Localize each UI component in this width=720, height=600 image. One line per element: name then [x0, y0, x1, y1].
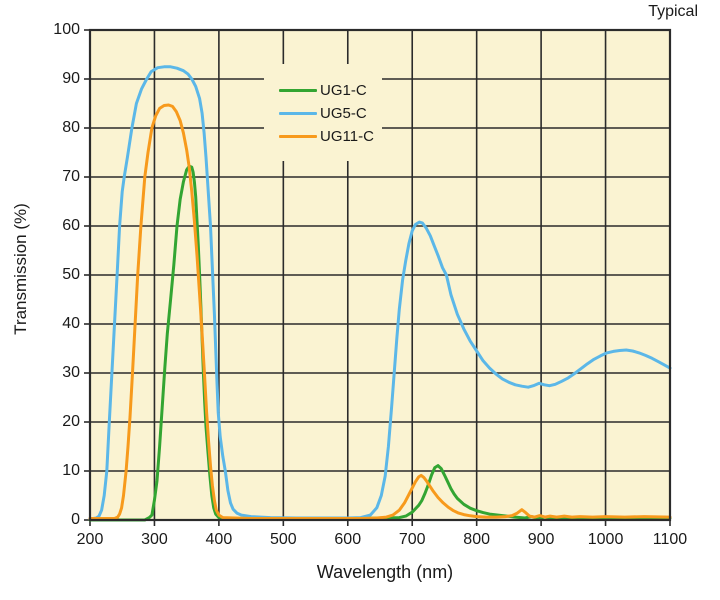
y-tick-label: 100 [53, 21, 80, 38]
legend-item: UG11-C [279, 125, 374, 148]
legend-line-swatch [279, 88, 317, 93]
series-curve-ug11-c [88, 103, 672, 520]
y-tick-label: 60 [62, 217, 80, 234]
x-tick-label: 700 [398, 531, 426, 548]
chart-legend: UG1-C UG5-C UG11-C [264, 64, 382, 161]
y-tick-label: 10 [62, 462, 80, 479]
x-tick-label: 300 [141, 531, 168, 548]
legend-label: UG1-C [320, 82, 367, 99]
y-tick-label: 30 [62, 364, 80, 381]
x-tick-label: 1100 [652, 531, 688, 548]
x-tick-label: 400 [205, 531, 233, 548]
chart-corner-label: Typical [648, 3, 698, 20]
legend-item: UG5-C [279, 102, 372, 125]
x-tick-label: 1000 [587, 531, 624, 548]
legend-label: UG11-C [320, 128, 374, 145]
x-axis-title: Wavelength (nm) [316, 562, 454, 582]
y-tick-label: 20 [62, 413, 80, 430]
y-tick-label: 90 [62, 70, 80, 87]
series-curve-ug5-c [88, 65, 672, 521]
y-tick-label: 0 [71, 511, 80, 528]
x-tick-label: 900 [527, 531, 555, 548]
legend-label: UG5-C [320, 105, 367, 122]
legend-line-swatch [279, 111, 317, 116]
x-tick-label: 200 [76, 531, 104, 548]
x-tick-label: 800 [463, 531, 490, 548]
x-tick-label: 600 [334, 531, 362, 548]
legend-item: UG1-C [279, 79, 372, 102]
y-tick-label: 50 [62, 266, 80, 283]
plot-border [88, 28, 672, 522]
y-tick-label: 40 [62, 315, 80, 332]
y-axis-title: Transmission (%) [11, 203, 30, 335]
legend-line-swatch [279, 134, 317, 139]
x-tick-label: 500 [269, 531, 297, 548]
y-tick-label: 80 [62, 119, 80, 136]
y-tick-label: 70 [62, 168, 80, 185]
